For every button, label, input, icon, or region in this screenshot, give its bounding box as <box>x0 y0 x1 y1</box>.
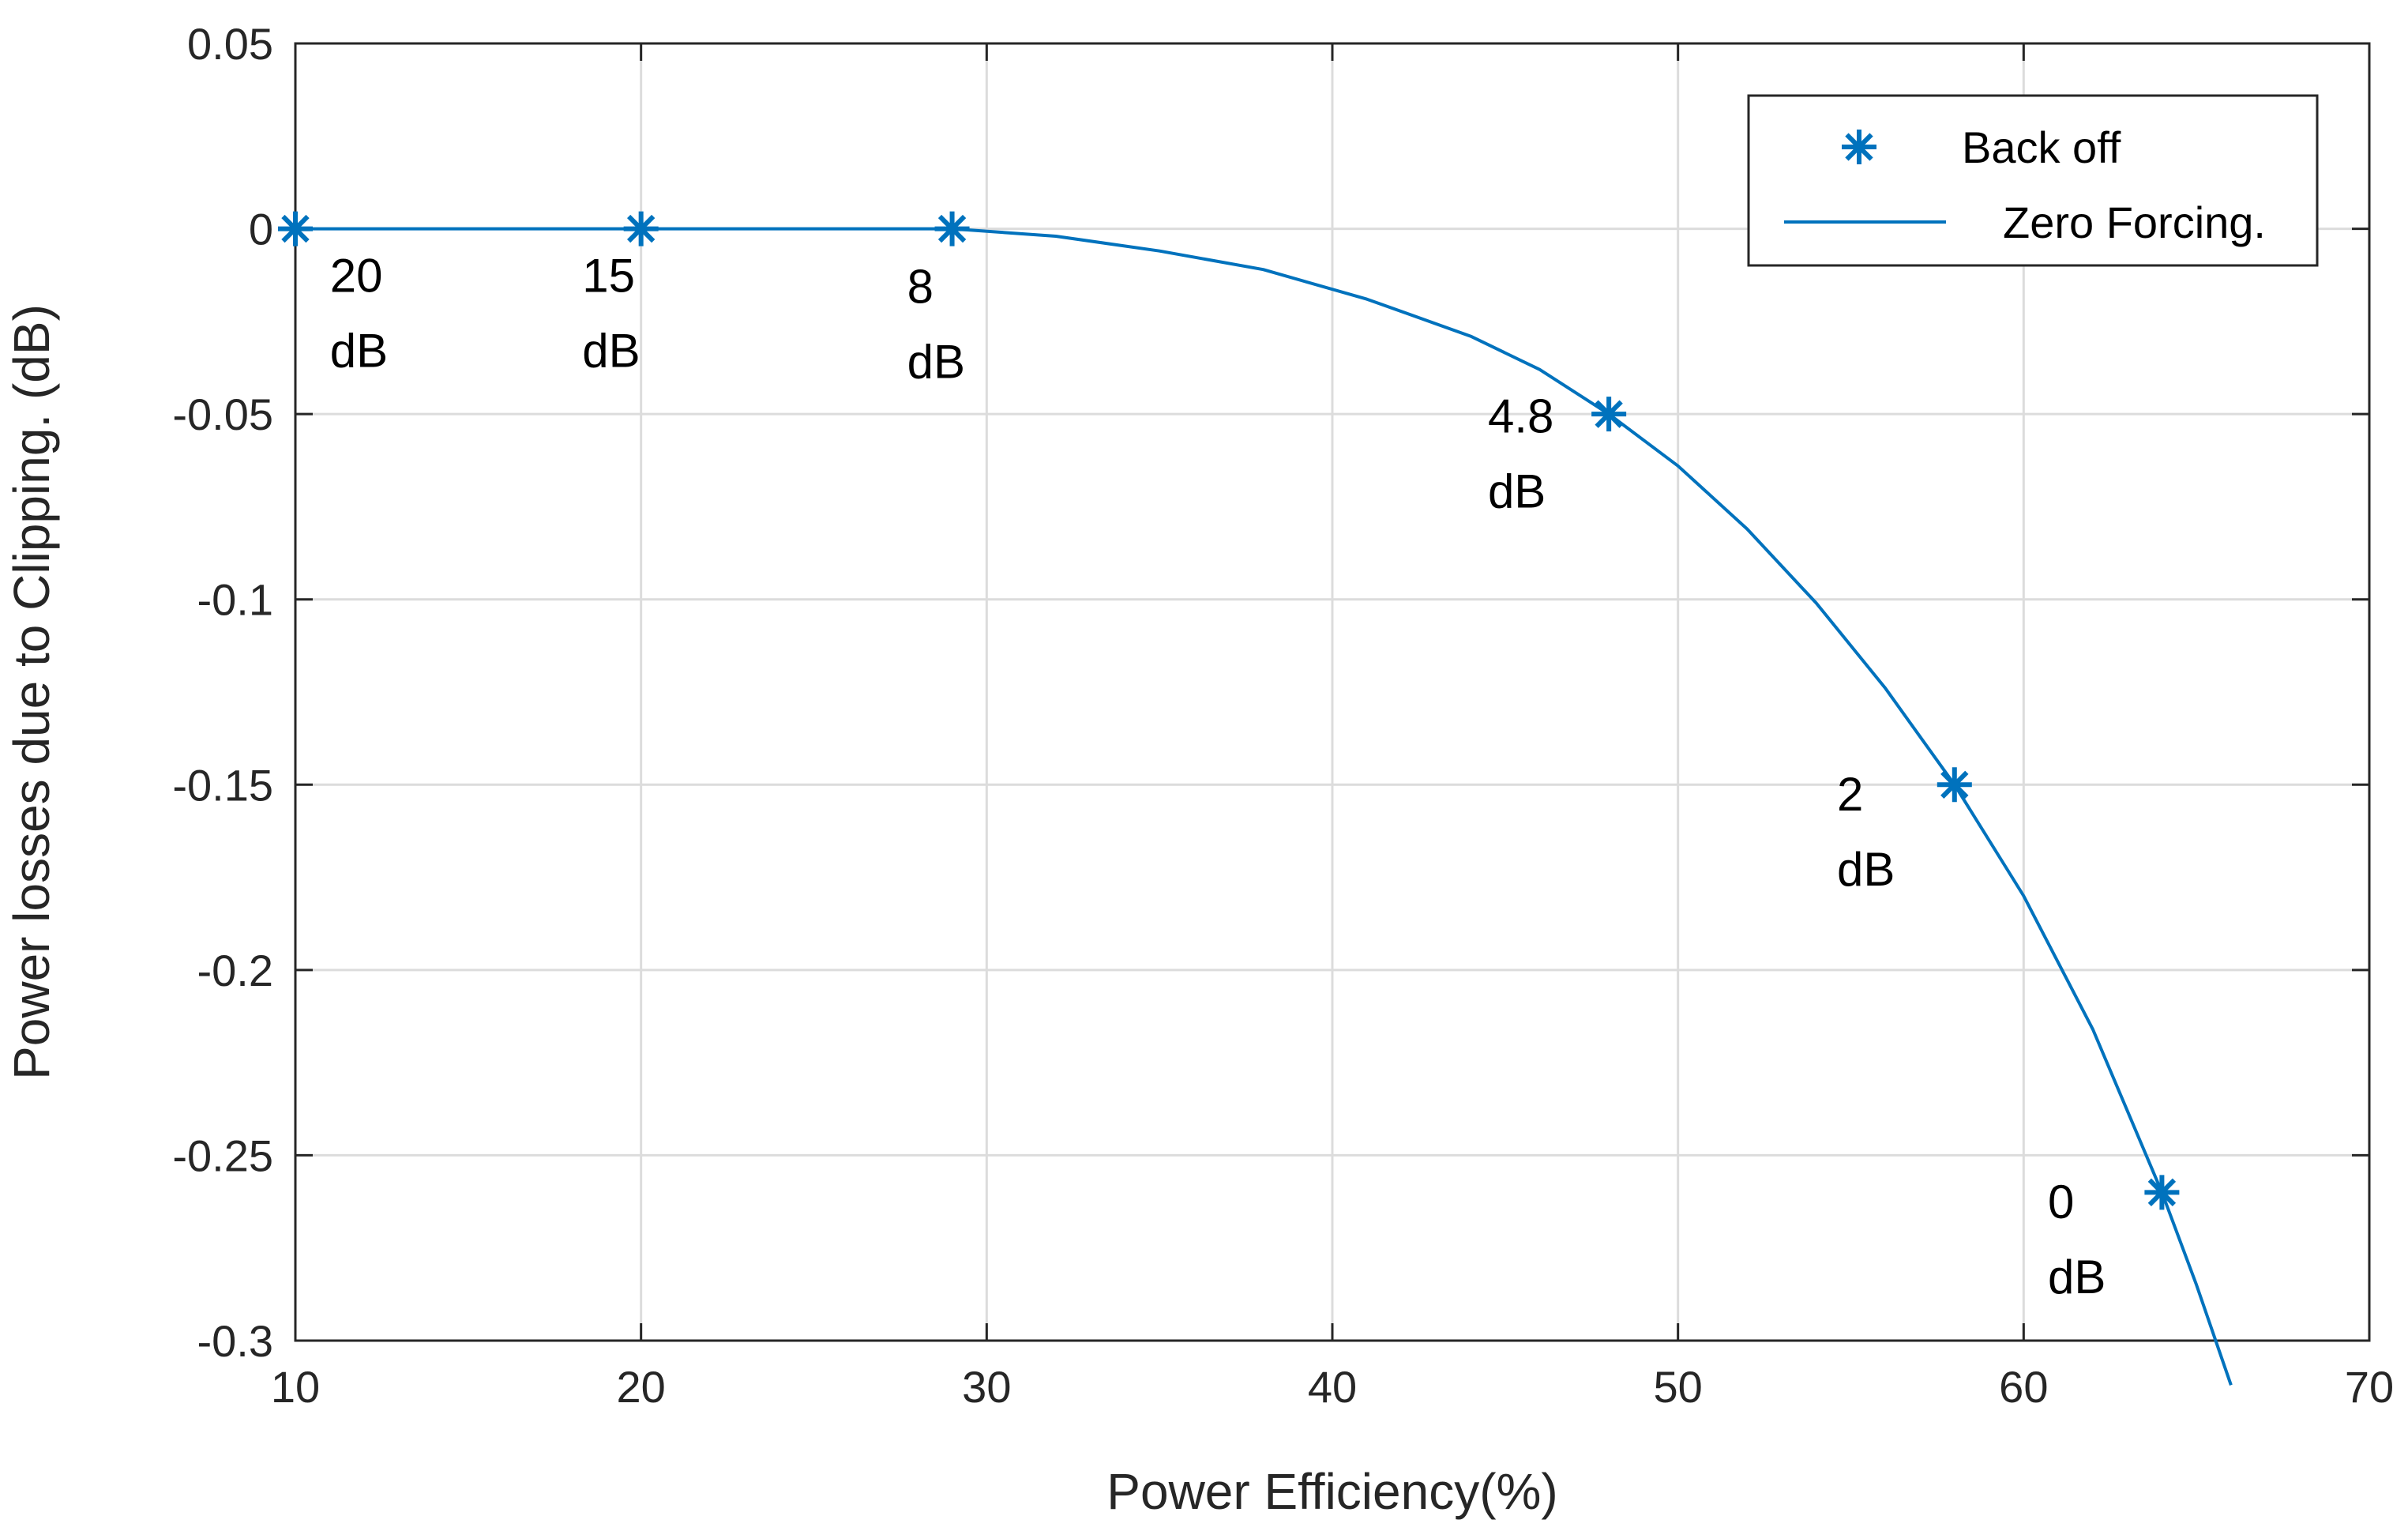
axis-ticks: 10 20 30 40 50 60 70 0.05 0 -0.05 -0.1 -0.15 -0.2 -0.… <box>172 19 2394 1412</box>
x-tick-label: 30 <box>962 1362 1011 1412</box>
y-tick-label: -0.3 <box>197 1316 274 1366</box>
legend-box <box>1747 94 2319 267</box>
x-axis-title: Power Efficiency(%) <box>1106 1463 1557 1520</box>
y-tick-label: 0 <box>249 205 273 254</box>
annotation-label: 20 dB <box>330 249 388 377</box>
x-tick-label: 40 <box>1308 1362 1357 1412</box>
data-point-back-off <box>934 211 970 246</box>
series-layer <box>278 211 2233 1386</box>
y-tick-label: -0.2 <box>197 946 274 995</box>
legend-label-zero-forcing: Zero Forcing. <box>2003 197 2266 247</box>
annotation-label: 0 dB <box>2048 1176 2106 1303</box>
data-point-back-off <box>1937 767 1972 803</box>
y-tick-label: 0.05 <box>187 19 273 69</box>
legend: Back off Zero Forcing. <box>1747 94 2319 267</box>
annotation-label: 8 dB <box>907 260 965 388</box>
y-tick-label: -0.05 <box>172 389 273 439</box>
legend-label-back-off: Back off <box>1962 122 2121 172</box>
annotations: 20 dB 15 dB 8 dB 4.8 dB 2 dB 0 dB <box>330 249 2106 1303</box>
annotation-label: 2 dB <box>1837 768 1895 896</box>
x-tick-label: 60 <box>1999 1362 2048 1412</box>
data-point-back-off <box>278 211 313 246</box>
series-line-zero-forcing <box>295 227 2233 1386</box>
y-tick-label: -0.15 <box>172 760 273 810</box>
data-point-back-off <box>2144 1175 2180 1210</box>
data-point-back-off <box>1591 397 1627 432</box>
y-axis-title: Power losses due to Clipping. (dB) <box>3 304 60 1080</box>
annotation-label: 15 dB <box>582 249 640 377</box>
data-point-back-off <box>623 211 659 246</box>
x-tick-label: 50 <box>1654 1362 1703 1412</box>
annotation-label: 4.8 dB <box>1488 390 1553 518</box>
x-tick-label: 70 <box>2345 1362 2394 1412</box>
legend-marker-back-off <box>1842 130 1876 164</box>
y-tick-label: -0.1 <box>197 575 274 625</box>
legend-marker-asterisk <box>1842 130 1876 164</box>
x-tick-label: 20 <box>617 1362 666 1412</box>
x-tick-label: 10 <box>271 1362 320 1412</box>
y-tick-label: -0.25 <box>172 1130 273 1180</box>
